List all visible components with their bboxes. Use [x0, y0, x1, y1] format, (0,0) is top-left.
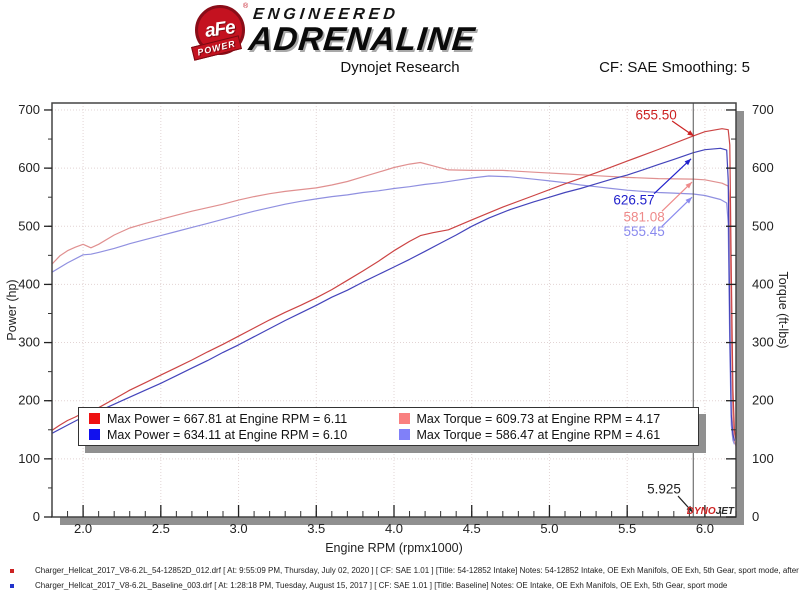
- chart-legend: Max Power = 667.81 at Engine RPM = 6.11 M…: [78, 407, 699, 446]
- x-tick-label: 2.5: [152, 521, 170, 536]
- torque-tick-label: 300: [752, 335, 774, 350]
- chart-title: Dynojet Research: [340, 59, 460, 76]
- legend-label: Max Torque = 586.47 at Engine RPM = 4.61: [416, 427, 661, 442]
- annotation-arrowhead: [684, 158, 692, 166]
- power-tick-label: 500: [18, 218, 40, 233]
- annotation-arrowhead: [686, 505, 693, 513]
- dynojet-watermark: DYNOJET: [687, 506, 735, 517]
- registered-mark: ®: [243, 3, 249, 10]
- series-line-power-intake: [52, 128, 736, 440]
- x-tick-label: 5.5: [618, 521, 636, 536]
- series-line-torque-baseline: [52, 175, 735, 445]
- run-info-text: Charger_Hellcat_2017_V8-6.2L_Baseline_00…: [35, 581, 728, 590]
- legend-item: Max Power = 634.11 at Engine RPM = 6.10: [79, 428, 389, 442]
- x-tick-label: 6.0: [696, 521, 714, 536]
- x-axis-label: Engine RPM (rpmx1000): [325, 541, 463, 555]
- legend-row: Max Power = 634.11 at Engine RPM = 6.10 M…: [79, 427, 698, 442]
- torque-tick-label: 600: [752, 160, 774, 175]
- legend-item: Max Power = 667.81 at Engine RPM = 6.11: [79, 412, 389, 426]
- legend-item: Max Torque = 609.73 at Engine RPM = 4.17: [389, 412, 699, 426]
- run-info-text: Charger_Hellcat_2017_V8-6.2L_54-12852D_0…: [35, 566, 800, 575]
- legend-label: Max Power = 667.81 at Engine RPM = 6.11: [107, 411, 348, 426]
- legend-swatch: [89, 429, 100, 440]
- legend-swatch: [398, 413, 410, 424]
- x-tick-label: 3.5: [307, 521, 325, 536]
- legend-label: Max Power = 634.11 at Engine RPM = 6.10: [107, 427, 348, 442]
- torque-tick-label: 500: [752, 218, 774, 233]
- power-tick-label: 200: [18, 393, 40, 408]
- torque-tick-label: 400: [752, 276, 774, 291]
- annotation-label: 655.50: [635, 108, 676, 123]
- annotation-label: 581.08: [623, 209, 664, 224]
- power-tick-label: 700: [18, 102, 40, 117]
- y-axis-label-power: Power (hp): [5, 279, 19, 340]
- x-tick-label: 4.0: [385, 521, 403, 536]
- power-tick-label: 400: [18, 276, 40, 291]
- correction-factor-label: CF: SAE Smoothing: 5: [599, 59, 750, 76]
- torque-tick-label: 200: [752, 393, 774, 408]
- run-color-marker: [10, 569, 14, 573]
- power-tick-label: 100: [18, 451, 40, 466]
- run-color-marker: [10, 584, 14, 588]
- annotation-arrow-line: [653, 158, 692, 195]
- footer-run-row: Charger_Hellcat_2017_V8-6.2L_Baseline_00…: [0, 581, 800, 594]
- power-tick-label: 300: [18, 335, 40, 350]
- x-tick-label: 2.0: [74, 521, 92, 536]
- series-group: [52, 128, 736, 447]
- legend-item: Max Torque = 586.47 at Engine RPM = 4.61: [389, 428, 699, 442]
- power-tick-label: 0: [33, 509, 40, 524]
- annotation-label: 626.57: [613, 193, 654, 208]
- legend-swatch: [398, 429, 410, 440]
- torque-tick-label: 700: [752, 102, 774, 117]
- x-tick-label: 5.0: [540, 521, 558, 536]
- watermark-dyno: DYNO: [687, 506, 716, 517]
- y-axis-label-torque: Torque (ft-lbs): [776, 271, 790, 348]
- torque-tick-label: 0: [752, 509, 759, 524]
- annotation-arrowhead: [685, 197, 692, 204]
- legend-label: Max Torque = 609.73 at Engine RPM = 4.17: [416, 411, 661, 426]
- power-tick-label: 600: [18, 160, 40, 175]
- annotation-label: 555.45: [623, 224, 664, 239]
- annotation-label: 5.925: [647, 482, 681, 497]
- torque-tick-label: 100: [752, 451, 774, 466]
- annotation-arrow-line: [661, 181, 693, 212]
- annotation-arrowhead: [685, 182, 692, 189]
- x-tick-label: 4.5: [463, 521, 481, 536]
- footer-run-row: Charger_Hellcat_2017_V8-6.2L_54-12852D_0…: [0, 566, 800, 579]
- legend-row: Max Power = 667.81 at Engine RPM = 6.11 M…: [79, 411, 698, 426]
- series-line-torque-intake: [52, 161, 736, 447]
- series-line-power-baseline: [52, 147, 735, 441]
- x-tick-label: 3.0: [230, 521, 248, 536]
- watermark-jet: JET: [716, 506, 735, 517]
- annotation-arrow-line: [661, 196, 693, 227]
- legend-swatch: [89, 413, 100, 424]
- annotation-arrowhead: [687, 130, 694, 137]
